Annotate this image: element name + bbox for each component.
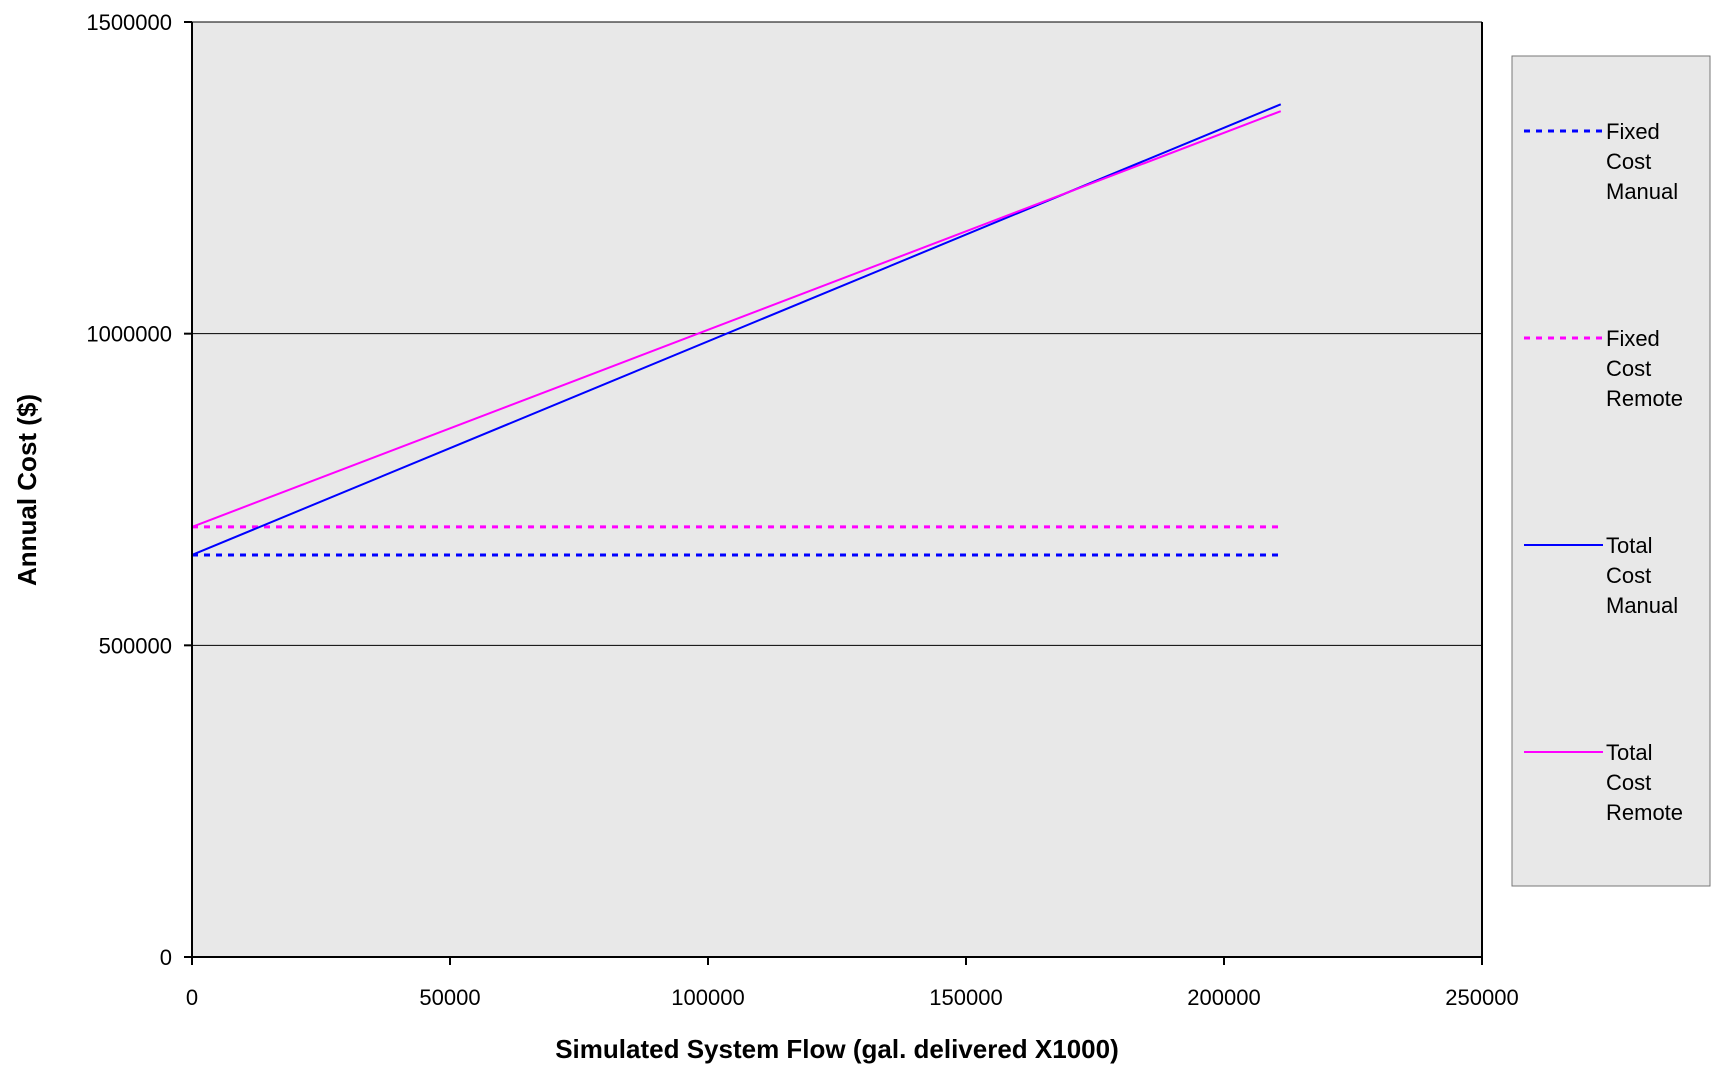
x-tick-label: 100000 <box>671 985 744 1010</box>
series-lines <box>191 103 1282 557</box>
y-tick-label: 500000 <box>99 633 172 658</box>
x-tick-label: 200000 <box>1187 985 1260 1010</box>
x-axis-title: Simulated System Flow (gal. delivered X1… <box>555 1034 1119 1064</box>
y-axis-title: Annual Cost ($) <box>12 394 42 586</box>
legend-label: Cost <box>1606 563 1651 588</box>
legend-label: Total <box>1606 740 1652 765</box>
x-tick-label: 250000 <box>1445 985 1518 1010</box>
legend-label: Total <box>1606 533 1652 558</box>
legend-label: Fixed <box>1606 119 1660 144</box>
legend-label: Manual <box>1606 593 1678 618</box>
x-ticks: 0 50000 100000 150000 200000 250000 <box>186 957 1519 1010</box>
grid-lines <box>192 333 1482 646</box>
legend-label: Fixed <box>1606 326 1660 351</box>
x-tick-label: 0 <box>186 985 198 1010</box>
x-tick-label: 50000 <box>419 985 480 1010</box>
legend-label: Manual <box>1606 179 1678 204</box>
legend-label: Remote <box>1606 800 1683 825</box>
plot-area <box>192 22 1482 957</box>
y-tick-label: 0 <box>160 945 172 970</box>
x-tick-label: 150000 <box>929 985 1002 1010</box>
legend-label: Cost <box>1606 356 1651 381</box>
series-line-4 <box>191 110 1282 528</box>
legend-label: Remote <box>1606 386 1683 411</box>
legend: Fixed Cost Manual Fixed Cost Remote Total Cost M… <box>1524 119 1683 825</box>
legend-box <box>1511 55 1711 887</box>
y-tick-label: 1500000 <box>86 10 172 35</box>
y-tick-label: 1000000 <box>86 322 172 347</box>
legend-label: Cost <box>1606 149 1651 174</box>
y-ticks: 0 500000 1000000 1500000 <box>86 10 192 970</box>
legend-label: Cost <box>1606 770 1651 795</box>
